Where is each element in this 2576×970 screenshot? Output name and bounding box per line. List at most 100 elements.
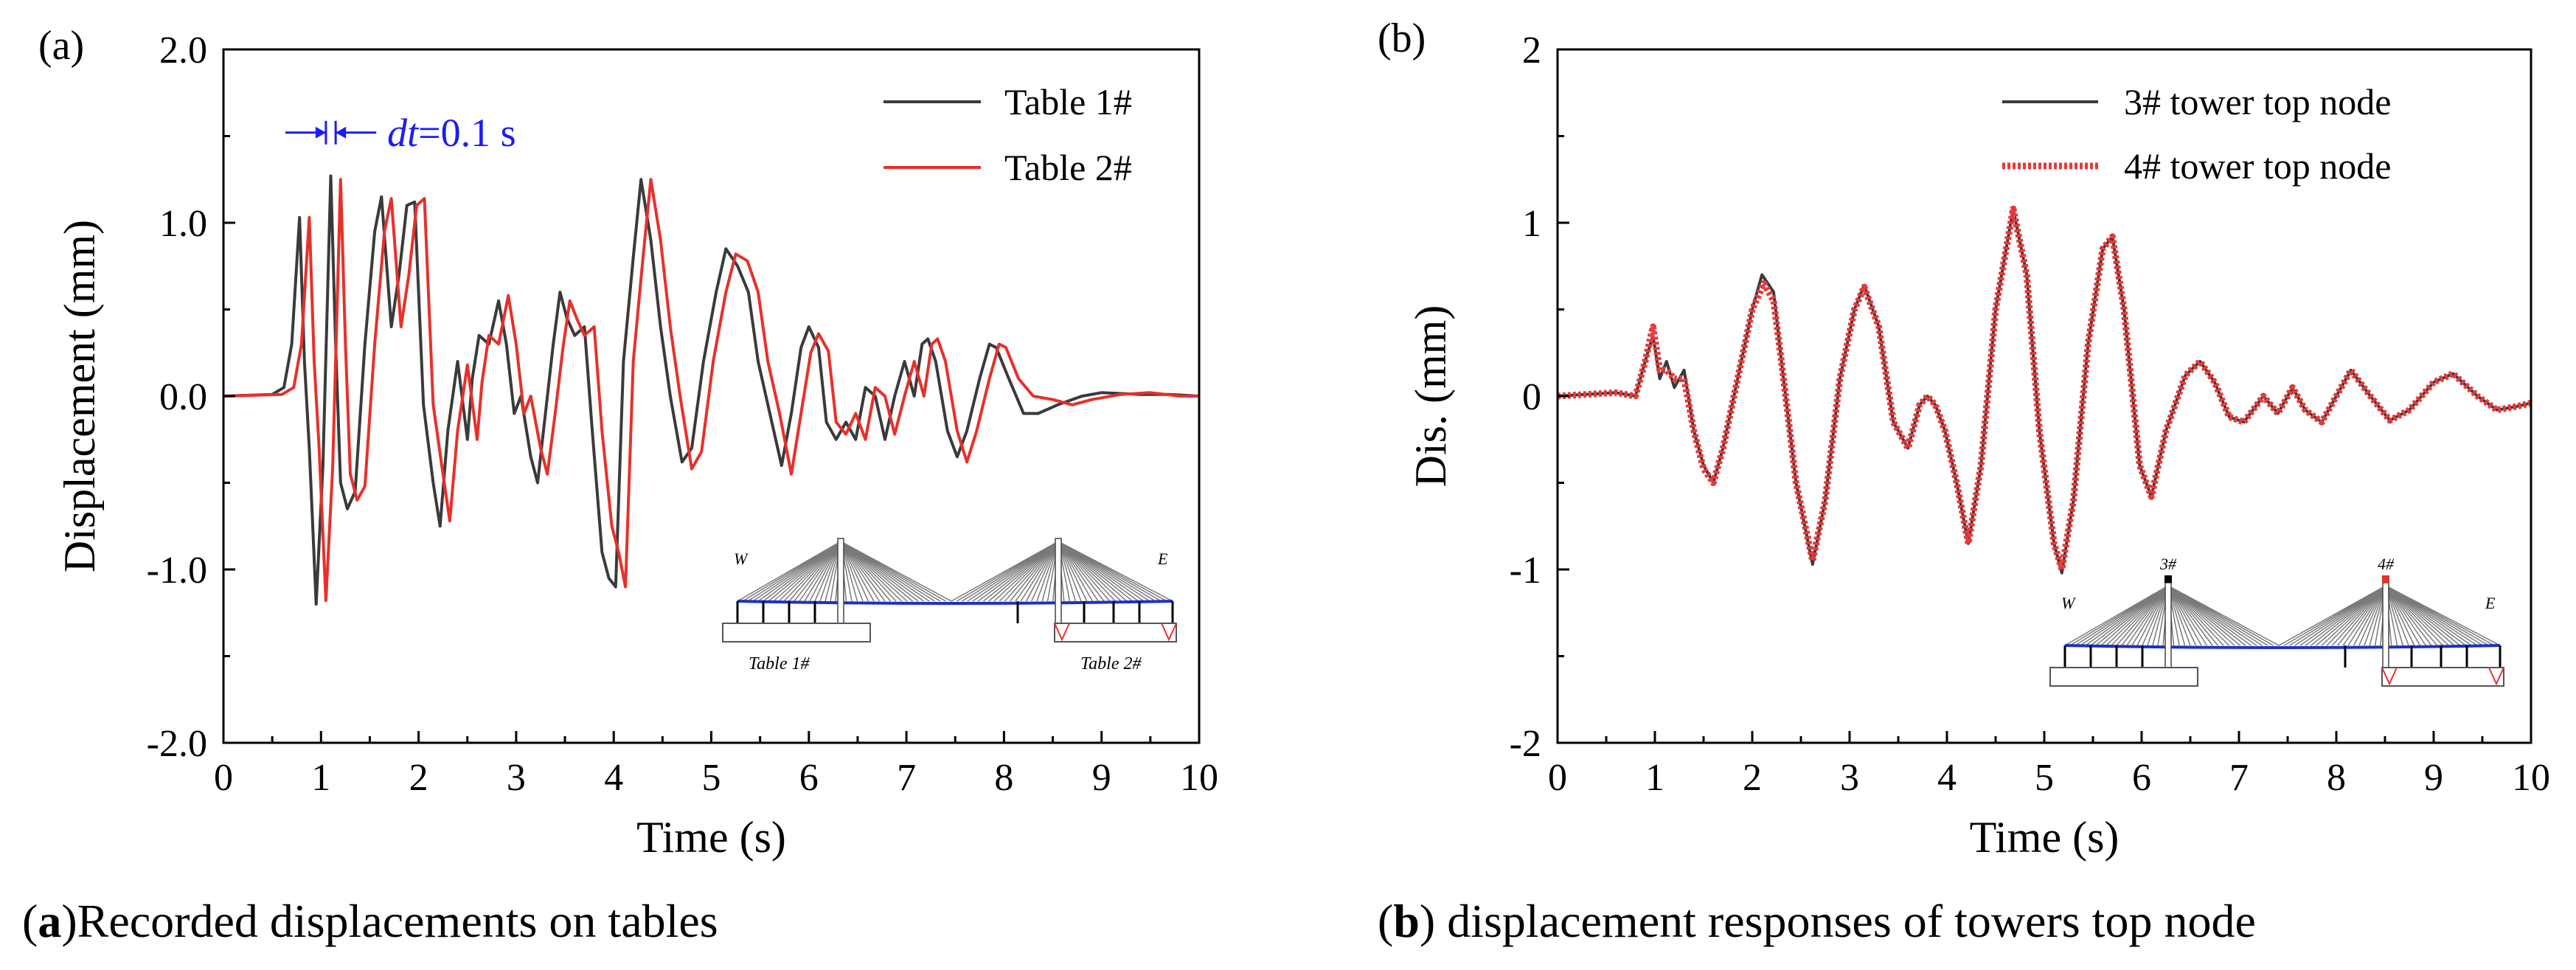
ch1-inset-w: W — [2061, 594, 2076, 612]
ch0-xtick-label-10: 10 — [1180, 757, 1218, 799]
ch0-dt-arrowhead-left — [315, 126, 326, 139]
ch0-table-right — [1054, 623, 1177, 642]
ch0-tower-1-cable-r-20 — [840, 541, 952, 602]
ch1-tower-1-cable-r-6 — [2167, 585, 2202, 646]
ch1-xtick-label-3: 3 — [1840, 757, 1859, 799]
ch0-inset-table-2: Table 2# — [1080, 654, 1142, 673]
ch1-tower-1-cable-r-8 — [2167, 585, 2213, 646]
ch0-xtick-label-8: 8 — [994, 757, 1013, 799]
ch0-tower-1-cable-r-4 — [840, 541, 864, 602]
ch0-bridge-inset: W E Table 1# Table 2# — [722, 538, 1177, 673]
ch0-tower-1-cable-r-10 — [840, 541, 897, 602]
ch1-tower-2-cable-l-14 — [2353, 585, 2386, 646]
ch0-tower-1-cable-l-9 — [783, 541, 841, 602]
ch1-tower-1-cable-r-10 — [2167, 585, 2224, 646]
caption-b-letter: b — [1393, 895, 1420, 947]
ch1-tower-1-cable-l-15 — [2142, 585, 2169, 646]
ch0-tower-1-cable-l-8 — [778, 541, 841, 602]
ch0-tower-2-cable-l-11 — [1010, 541, 1059, 602]
ch1-tower-2-cable-l-7 — [2316, 585, 2386, 646]
ch0-tower-1-cable-r-9 — [840, 541, 892, 602]
ch1-tower-2-cable-r-10 — [2385, 585, 2444, 646]
ch1-tower-2-cable-l-11 — [2337, 585, 2386, 646]
ch0-inset-e: E — [1157, 550, 1168, 568]
ch1-tower-1-cable-r-11 — [2167, 585, 2230, 646]
ch0-tower-2-cable-r-8 — [1058, 541, 1105, 602]
ch1-ytick-label-0: -2 — [1510, 723, 1541, 765]
ch0-xtick-label-0: 0 — [214, 757, 233, 799]
ch1-tower-1-cable-l-13 — [2131, 585, 2169, 646]
ch0-tower-2-cable-r-10 — [1058, 541, 1117, 602]
ch1-inset-tower-3: 3# — [2159, 555, 2177, 573]
ch0-legend-label-1: Table 1# — [1004, 81, 1132, 122]
ch0-dt-label: dt=0.1 s — [387, 111, 515, 155]
ch0-tower-1-cable-l-14 — [809, 541, 841, 602]
ch1-tower-1-cable-r-7 — [2167, 585, 2208, 646]
ch0-tower-1-cable-r-13 — [840, 541, 913, 602]
ch1-bridge-inset: W E 3# 4# — [2049, 555, 2504, 687]
ch1-xtick-label-1: 1 — [1645, 757, 1664, 799]
ch0-tower-2-cable-l-9 — [999, 541, 1059, 602]
ch1-tower-2-cable-l-5 — [2305, 585, 2386, 646]
ch1-tower-1-cable-r-12 — [2167, 585, 2235, 646]
caption-a-text: )Recorded displacements on tables — [61, 895, 718, 947]
ch1-support-left-red — [2381, 667, 2398, 686]
ch1-deck — [2064, 644, 2501, 649]
chart-a: (a) 0 1 2 3 4 5 6 7 8 9 10 -2.0 -1.0 0.0 1.0 2.0 Time (s)… — [38, 23, 1218, 862]
ch0-xtick-label-7: 7 — [897, 757, 916, 799]
ch0-table-left — [722, 623, 871, 642]
ch0-tower-2-cable-l-10 — [1004, 541, 1059, 602]
ch1-tower-2-cable-l-9 — [2326, 585, 2386, 646]
ch1-legend-label-1: 3# tower top node — [2124, 81, 2391, 122]
caption-a: (a)Recorded displacements on tables — [22, 895, 718, 947]
ch0-tower-1-cable-r-6 — [840, 541, 875, 602]
chart-b: (b) 0 1 2 3 4 5 6 7 8 9 10 -2 -1 0 1 2 Time (s) Dis. (mm) 3… — [1378, 15, 2550, 862]
ch0-tower-2-cable-r-9 — [1058, 541, 1111, 602]
ch1-tower-2-cable-r-4 — [2385, 585, 2409, 646]
ch1-tower-2-cable-r-13 — [2385, 585, 2461, 646]
ch1-table-right — [2381, 667, 2504, 687]
ch1-tower-2-cable-l-8 — [2321, 585, 2386, 646]
ch1-tower-1-cable-r-20 — [2167, 585, 2280, 646]
ch0-tower-1-cable-l-13 — [804, 541, 841, 602]
ch0-tower-2-cable-r-7 — [1058, 541, 1099, 602]
ch0-dt-value: =0.1 s — [418, 111, 515, 155]
ch1-xtick-label-5: 5 — [2035, 757, 2054, 799]
ch1-tower-2-cable-l-6 — [2311, 585, 2386, 646]
ch1-tower-1-cable-l-10 — [2116, 585, 2169, 646]
ch1-tower-2-cable-r-7 — [2385, 585, 2426, 646]
ch1-ytick-label-3: 1 — [1522, 203, 1541, 245]
ch1-tower-2-cable-l-13 — [2347, 585, 2386, 646]
ch0-xtick-label-5: 5 — [702, 757, 721, 799]
ch0-tower-2-cable-l-7 — [988, 541, 1059, 602]
ch1-xtick-label-9: 9 — [2424, 757, 2443, 799]
ch0-tower-2-cable-r-11 — [1058, 541, 1122, 602]
caption-a-letter: a — [38, 895, 62, 947]
ch1-inset-tower-4: 4# — [2378, 555, 2395, 573]
ch0-ytick-label-4: 2.0 — [159, 30, 207, 72]
ch0-inset-w: W — [734, 550, 749, 568]
ch0-tower-2-cable-l-16 — [1036, 541, 1059, 602]
ch0-tower-1-cable-l-7 — [773, 541, 841, 602]
ch0-series-2-line — [223, 178, 1199, 603]
ch0-ytick-label-3: 1.0 — [159, 203, 207, 245]
ch0-tower-1-cable-r-12 — [840, 541, 908, 602]
ch0-tower-1-cable-r-8 — [840, 541, 886, 602]
ch1-series-1-line — [1558, 207, 2531, 575]
ch0-tower-2-cable-r-12 — [1058, 541, 1128, 602]
ch1-ytick-label-1: -1 — [1510, 550, 1541, 592]
ch1-tower-1-cable-r-13 — [2167, 585, 2240, 646]
ch1-ytick-label-4: 2 — [1522, 30, 1541, 72]
ch1-tower-2-cable-r-9 — [2385, 585, 2438, 646]
ch0-tower-2-cable-r-6 — [1058, 541, 1094, 602]
ch0-tower-2-cable-l-15 — [1031, 541, 1059, 602]
ch1-panel-label: (b) — [1378, 15, 1426, 61]
ch0-tower-1-cable-r-11 — [840, 541, 903, 602]
ch0-xtick-label-9: 9 — [1092, 757, 1111, 799]
ch1-tower-2-cable-l-16 — [2364, 585, 2386, 646]
ch0-tower-1-cable-l-10 — [788, 541, 841, 602]
ch1-table-left — [2049, 667, 2198, 687]
ch0-xtick-label-2: 2 — [409, 757, 428, 799]
ch1-xtick-label-2: 2 — [1743, 757, 1762, 799]
ch1-tower-2-cable-l-15 — [2358, 585, 2386, 646]
